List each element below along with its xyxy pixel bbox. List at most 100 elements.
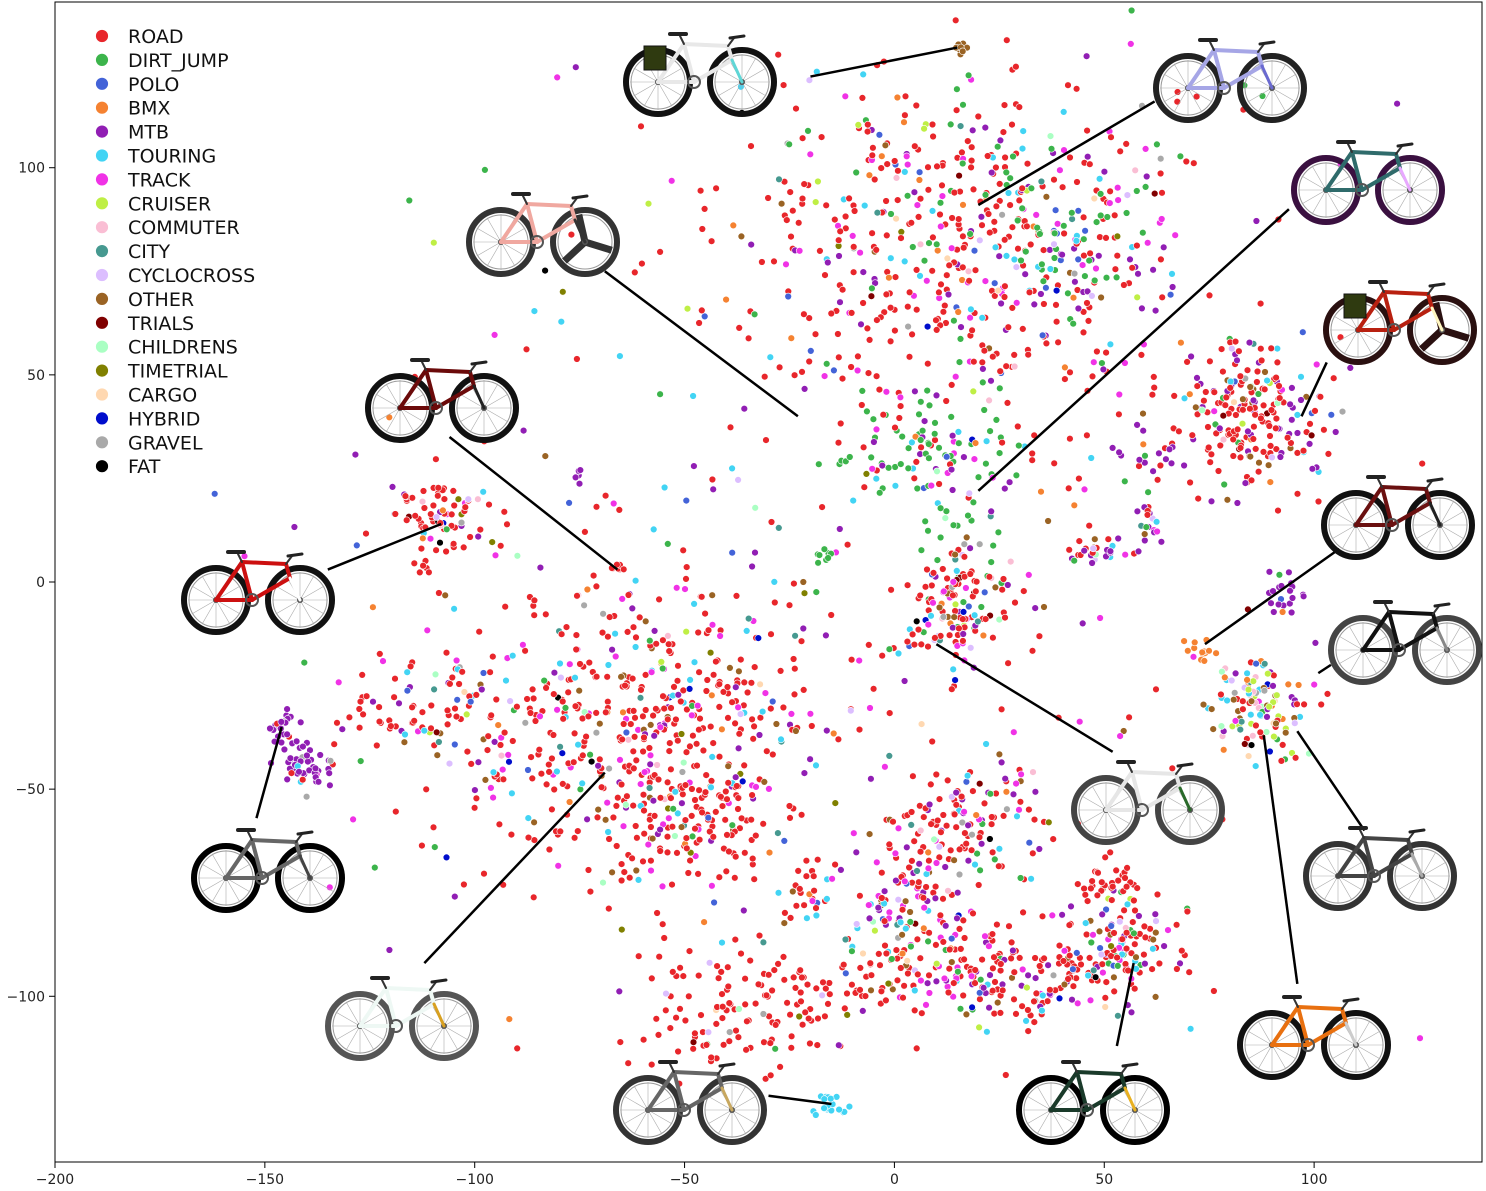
scatter-point: [1219, 746, 1228, 754]
y-tick-label: −100: [7, 989, 45, 1005]
scatter-point: [1025, 571, 1033, 579]
scatter-point: [878, 651, 886, 660]
scatter-point: [1075, 537, 1084, 545]
legend-entry: ROAD: [95, 26, 183, 48]
scatter-point: [1059, 957, 1068, 965]
legend-marker: [95, 459, 109, 474]
scatter-point: [443, 720, 452, 729]
scatter-point: [820, 545, 829, 553]
scatter-point: [729, 221, 737, 230]
scatter-point: [1122, 140, 1130, 148]
scatter-point: [287, 769, 296, 777]
scatter-point: [385, 946, 394, 954]
scatter-point: [750, 722, 758, 731]
scatter-point: [440, 495, 449, 503]
scatter-point: [420, 726, 428, 735]
scatter-point: [484, 732, 492, 740]
scatter-point: [717, 968, 725, 976]
scatter-point: [988, 813, 996, 821]
scatter-point: [1121, 960, 1130, 968]
scatter-point: [1235, 347, 1243, 355]
scatter-point: [717, 793, 725, 801]
scatter-point: [887, 254, 895, 262]
scatter-point: [812, 984, 820, 993]
scatter-point: [916, 436, 925, 444]
scatter-point: [356, 697, 365, 706]
scatter-point: [679, 790, 687, 798]
scatter-point: [712, 808, 720, 816]
scatter-point: [1087, 938, 1096, 947]
scatter-point: [736, 824, 744, 832]
scatter-point: [302, 792, 311, 801]
scatter-point: [1059, 108, 1068, 116]
legend-label: POLO: [128, 74, 179, 96]
scatter-point: [911, 142, 919, 150]
scatter-point: [712, 184, 720, 193]
scatter-point: [928, 267, 936, 275]
scatter-point: [718, 990, 726, 998]
scatter-point: [861, 992, 870, 1000]
scatter-point: [629, 623, 638, 631]
scatter-point: [967, 163, 975, 172]
scatter-point: [1306, 420, 1314, 428]
scatter-point: [1096, 233, 1104, 241]
scatter-point: [1078, 261, 1087, 269]
scatter-point: [542, 610, 550, 618]
scatter-point: [673, 849, 681, 857]
scatter-point: [900, 118, 908, 126]
scatter-point: [603, 673, 611, 681]
scatter-point: [687, 812, 696, 820]
scatter-point: [806, 1039, 814, 1048]
scatter-point: [499, 775, 508, 783]
scatter-point: [830, 366, 838, 375]
scatter-point: [924, 186, 933, 194]
scatter-point: [1250, 423, 1258, 431]
scatter-point: [674, 662, 682, 670]
scatter-point: [791, 664, 799, 673]
scatter-point: [744, 334, 753, 342]
scatter-point: [1052, 286, 1061, 295]
scatter-point: [549, 731, 558, 739]
scatter-point: [958, 47, 967, 55]
scatter-point: [959, 244, 968, 252]
scatter-point: [1081, 227, 1089, 235]
scatter-point: [391, 674, 399, 683]
scatter-point: [852, 168, 860, 177]
scatter-point: [882, 949, 891, 958]
scatter-point: [445, 759, 454, 768]
scatter-point: [724, 963, 732, 971]
scatter-point: [736, 710, 745, 718]
scatter-point: [728, 698, 736, 706]
scatter-point: [1165, 445, 1174, 453]
scatter-point: [824, 554, 832, 562]
scatter-point: [847, 309, 856, 317]
scatter-point: [647, 1060, 656, 1069]
scatter-point: [958, 159, 967, 168]
scatter-point: [881, 763, 889, 771]
scatter-point: [715, 752, 724, 761]
scatter-point: [1106, 199, 1114, 207]
scatter-point: [719, 688, 728, 696]
scatter-point: [677, 697, 685, 706]
scatter-point: [1327, 411, 1336, 419]
scatter-point: [951, 373, 960, 381]
scatter-point: [1083, 153, 1092, 161]
scatter-point: [1249, 396, 1258, 404]
scatter-point: [1064, 484, 1073, 492]
scatter-point: [1110, 973, 1118, 981]
scatter-point: [709, 671, 718, 679]
scatter-point: [885, 752, 893, 760]
scatter-point: [893, 196, 902, 204]
scatter-point: [1137, 351, 1146, 359]
scatter-point: [811, 330, 820, 338]
scatter-point: [623, 792, 631, 800]
scatter-point: [299, 742, 307, 751]
scatter-point: [1102, 348, 1110, 357]
scatter-point: [1050, 240, 1058, 248]
scatter-point: [694, 971, 703, 980]
scatter-point: [813, 1041, 821, 1049]
scatter-point: [920, 813, 928, 821]
scatter-point: [483, 746, 492, 754]
scatter-point: [804, 127, 812, 135]
scatter-point: [1183, 907, 1192, 916]
